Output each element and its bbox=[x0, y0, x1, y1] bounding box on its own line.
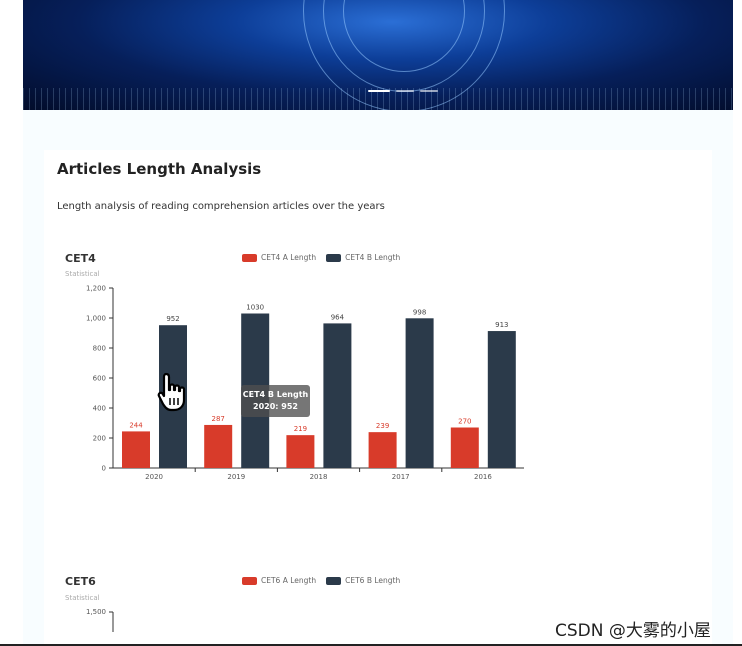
legend-item-b[interactable]: CET6 B Length bbox=[326, 576, 400, 585]
legend-swatch-a bbox=[242, 253, 257, 262]
bar-series-a[interactable] bbox=[368, 432, 397, 468]
y-tick-label: 1,000 bbox=[86, 315, 106, 323]
x-tick-label: 2019 bbox=[227, 473, 245, 481]
legend-item-a[interactable]: CET6 A Length bbox=[242, 576, 316, 585]
data-label: 913 bbox=[495, 321, 508, 329]
chart-title: CET4 bbox=[65, 252, 96, 265]
chart-tooltip: CET4 B Length 2020: 952 bbox=[241, 385, 310, 417]
data-label: 244 bbox=[129, 421, 143, 429]
bar-series-a[interactable] bbox=[450, 427, 479, 469]
y-tick-label: 1,200 bbox=[86, 285, 106, 293]
tooltip-title: CET4 B Length bbox=[242, 390, 309, 399]
hand-pointer-icon bbox=[157, 372, 186, 412]
data-label: 239 bbox=[376, 422, 389, 430]
data-label: 952 bbox=[166, 315, 179, 323]
y-tick-label: 1,500 bbox=[86, 608, 106, 616]
legend-label: CET4 B Length bbox=[345, 253, 401, 262]
bar-series-a[interactable] bbox=[204, 424, 233, 468]
x-tick-label: 2016 bbox=[474, 473, 492, 481]
carousel-dot-active[interactable] bbox=[368, 90, 390, 92]
y-tick-label: 600 bbox=[93, 375, 106, 383]
bottom-border bbox=[0, 644, 742, 646]
bar-series-a[interactable] bbox=[122, 431, 150, 468]
carousel-indicators[interactable] bbox=[368, 90, 438, 94]
legend-swatch-b bbox=[326, 253, 342, 262]
legend-label: CET6 B Length bbox=[345, 576, 401, 585]
data-label: 998 bbox=[413, 308, 426, 316]
chart-subtitle: Statistical bbox=[65, 270, 100, 278]
x-tick-label: 2020 bbox=[145, 473, 163, 481]
legend-label: CET4 A Length bbox=[261, 253, 317, 262]
y-tick-label: 200 bbox=[93, 435, 106, 443]
tooltip-value: 2020: 952 bbox=[253, 402, 298, 411]
bar-series-b[interactable] bbox=[405, 318, 434, 468]
legend-label: CET6 A Length bbox=[261, 576, 317, 585]
bar-series-b[interactable] bbox=[323, 323, 352, 468]
section-title: Articles Length Analysis bbox=[57, 160, 262, 178]
x-tick-label: 2017 bbox=[392, 473, 410, 481]
legend-swatch-b bbox=[326, 576, 342, 585]
chart-legend[interactable]: CET4 A Length CET4 B Length bbox=[242, 253, 410, 262]
particle-field bbox=[23, 88, 733, 110]
chart-legend[interactable]: CET6 A Length CET6 B Length bbox=[242, 576, 410, 585]
hero-banner bbox=[23, 0, 733, 110]
x-tick-label: 2018 bbox=[310, 473, 328, 481]
legend-item-a[interactable]: CET4 A Length bbox=[242, 253, 316, 262]
carousel-dot[interactable] bbox=[420, 90, 438, 92]
data-label: 1030 bbox=[246, 304, 264, 312]
chart-title: CET6 bbox=[65, 575, 96, 588]
chart-subtitle: Statistical bbox=[65, 594, 100, 602]
data-label: 964 bbox=[331, 313, 345, 321]
y-tick-label: 400 bbox=[93, 405, 106, 413]
watermark: CSDN @大雾的小屋 bbox=[555, 621, 711, 641]
data-label: 270 bbox=[458, 418, 471, 426]
legend-swatch-a bbox=[242, 576, 257, 585]
data-label: 219 bbox=[294, 425, 307, 433]
data-label: 287 bbox=[212, 415, 225, 423]
analysis-card bbox=[44, 150, 712, 646]
bar-series-b[interactable] bbox=[487, 331, 516, 468]
legend-item-b[interactable]: CET4 B Length bbox=[326, 253, 400, 262]
y-tick-label: 800 bbox=[93, 345, 106, 353]
section-description: Length analysis of reading comprehension… bbox=[57, 201, 385, 212]
carousel-dot[interactable] bbox=[396, 90, 414, 92]
bar-series-a[interactable] bbox=[286, 435, 315, 468]
y-tick-label: 0 bbox=[102, 465, 106, 473]
